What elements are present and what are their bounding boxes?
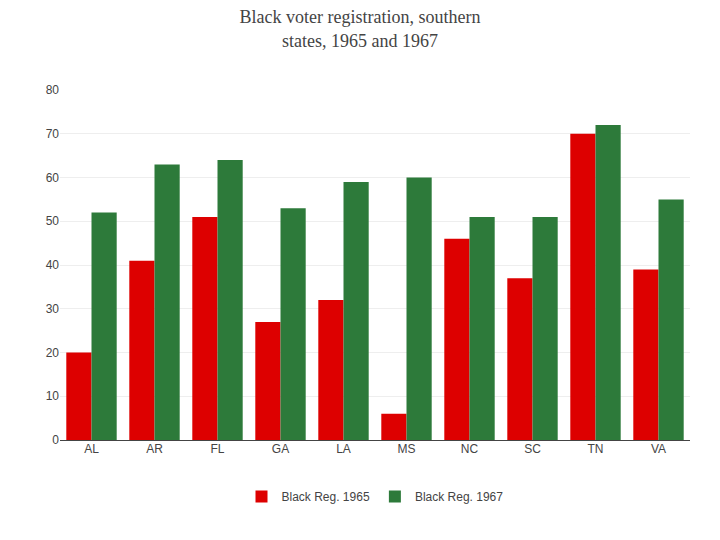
svg-text:10: 10: [46, 389, 60, 403]
svg-text:GA: GA: [272, 442, 289, 456]
svg-text:20: 20: [46, 346, 60, 360]
svg-text:80: 80: [46, 83, 60, 97]
svg-text:Black Reg. 1967: Black Reg. 1967: [415, 490, 503, 504]
svg-text:LA: LA: [336, 442, 351, 456]
svg-text:70: 70: [46, 127, 60, 141]
svg-text:AL: AL: [84, 442, 99, 456]
svg-text:30: 30: [46, 302, 60, 316]
svg-text:NC: NC: [461, 442, 479, 456]
svg-text:FL: FL: [210, 442, 224, 456]
svg-text:50: 50: [46, 214, 60, 228]
svg-text:Black voter registration, sout: Black voter registration, southernstates…: [240, 7, 481, 50]
svg-text:60: 60: [46, 171, 60, 185]
svg-text:40: 40: [46, 258, 60, 272]
svg-text:0: 0: [52, 433, 59, 447]
svg-text:TN: TN: [588, 442, 604, 456]
svg-text:SC: SC: [524, 442, 541, 456]
svg-text:AR: AR: [146, 442, 163, 456]
svg-text:Black Reg. 1965: Black Reg. 1965: [282, 490, 370, 504]
svg-text:VA: VA: [651, 442, 666, 456]
svg-text:MS: MS: [398, 442, 416, 456]
